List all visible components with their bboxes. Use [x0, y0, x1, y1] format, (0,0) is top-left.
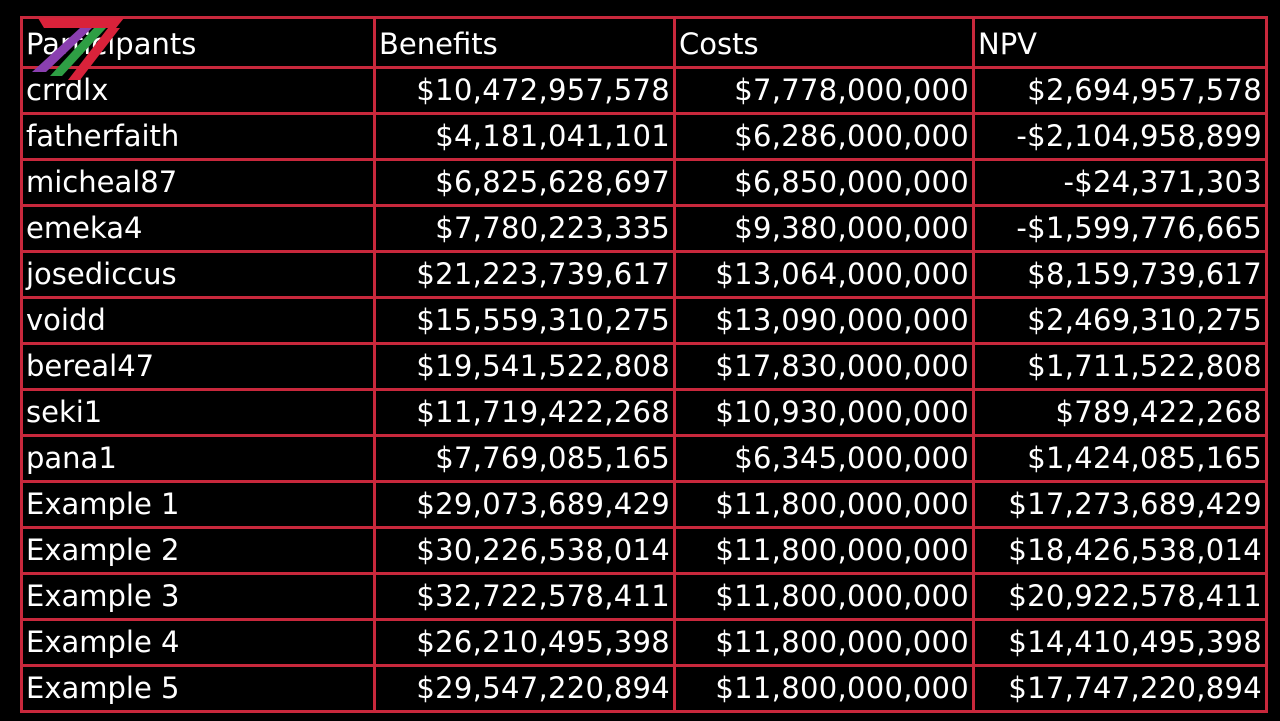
table-row: crrdlx $10,472,957,578 $7,778,000,000 $2,69…: [20, 66, 1268, 115]
costs-cell: $17,830,000,000: [673, 342, 975, 391]
seven-logo-icon: [32, 18, 124, 80]
costs-cell: $9,380,000,000: [673, 204, 975, 253]
logo-green-diagonal: [50, 28, 106, 76]
header-row: Participants Benefits Costs NPV: [20, 16, 1268, 69]
participant-cell: fatherfaith: [20, 112, 376, 161]
header-benefits: Benefits: [373, 16, 676, 69]
npv-results-table: Participants Benefits Costs NPV crrdlx $1…: [20, 16, 1268, 713]
participant-cell: Example 3: [20, 572, 376, 621]
table-row: emeka4 $7,780,223,335 $9,380,000,000 -$1,59…: [20, 204, 1268, 253]
participant-cell: Example 4: [20, 618, 376, 667]
benefits-cell: $7,780,223,335: [373, 204, 676, 253]
npv-cell: $1,711,522,808: [972, 342, 1268, 391]
table-row: Example 1 $29,073,689,429 $11,800,000,000 $…: [20, 480, 1268, 529]
benefits-cell: $6,825,628,697: [373, 158, 676, 207]
benefits-cell: $26,210,495,398: [373, 618, 676, 667]
table-row: micheal87 $6,825,628,697 $6,850,000,000 -$2…: [20, 158, 1268, 207]
table-row: Example 3 $32,722,578,411 $11,800,000,000 $…: [20, 572, 1268, 621]
benefits-cell: $19,541,522,808: [373, 342, 676, 391]
participant-cell: Example 1: [20, 480, 376, 529]
npv-cell: $2,694,957,578: [972, 66, 1268, 115]
participant-cell: pana1: [20, 434, 376, 483]
participant-cell: seki1: [20, 388, 376, 437]
table-body: crrdlx $10,472,957,578 $7,778,000,000 $2,69…: [20, 66, 1268, 713]
table-row: josediccus $21,223,739,617 $13,064,000,000…: [20, 250, 1268, 299]
participant-cell: bereal47: [20, 342, 376, 391]
header-costs: Costs: [673, 16, 975, 69]
participant-cell: emeka4: [20, 204, 376, 253]
logo-top-stroke: [38, 18, 124, 28]
npv-cell: -$1,599,776,665: [972, 204, 1268, 253]
benefits-cell: $10,472,957,578: [373, 66, 676, 115]
table-row: Example 2 $30,226,538,014 $11,800,000,000 $…: [20, 526, 1268, 575]
participant-cell: Example 2: [20, 526, 376, 575]
costs-cell: $11,800,000,000: [673, 526, 975, 575]
participant-cell: voidd: [20, 296, 376, 345]
npv-cell: $1,424,085,165: [972, 434, 1268, 483]
npv-cell: $18,426,538,014: [972, 526, 1268, 575]
benefits-cell: $32,722,578,411: [373, 572, 676, 621]
npv-cell: $20,922,578,411: [972, 572, 1268, 621]
table-row: pana1 $7,769,085,165 $6,345,000,000 $1,424,…: [20, 434, 1268, 483]
costs-cell: $10,930,000,000: [673, 388, 975, 437]
npv-cell: -$2,104,958,899: [972, 112, 1268, 161]
benefits-cell: $29,073,689,429: [373, 480, 676, 529]
logo-purple-diagonal: [32, 28, 92, 72]
npv-cell: $17,747,220,894: [972, 664, 1268, 713]
table-row: Example 4 $26,210,495,398 $11,800,000,000 $…: [20, 618, 1268, 667]
table-row: Example 5 $29,547,220,894 $11,800,000,000 $…: [20, 664, 1268, 713]
logo-red-diagonal: [68, 28, 120, 80]
table-row: voidd $15,559,310,275 $13,090,000,000 $2,46…: [20, 296, 1268, 345]
participant-cell: micheal87: [20, 158, 376, 207]
costs-cell: $6,345,000,000: [673, 434, 975, 483]
npv-cell: $8,159,739,617: [972, 250, 1268, 299]
participant-cell: josediccus: [20, 250, 376, 299]
costs-cell: $7,778,000,000: [673, 66, 975, 115]
benefits-cell: $11,719,422,268: [373, 388, 676, 437]
benefits-cell: $29,547,220,894: [373, 664, 676, 713]
npv-cell: -$24,371,303: [972, 158, 1268, 207]
benefits-cell: $15,559,310,275: [373, 296, 676, 345]
costs-cell: $6,286,000,000: [673, 112, 975, 161]
benefits-cell: $7,769,085,165: [373, 434, 676, 483]
benefits-cell: $21,223,739,617: [373, 250, 676, 299]
benefits-cell: $30,226,538,014: [373, 526, 676, 575]
npv-cell: $789,422,268: [972, 388, 1268, 437]
benefits-cell: $4,181,041,101: [373, 112, 676, 161]
costs-cell: $11,800,000,000: [673, 664, 975, 713]
header-npv: NPV: [972, 16, 1268, 69]
costs-cell: $11,800,000,000: [673, 618, 975, 667]
npv-cell: $14,410,495,398: [972, 618, 1268, 667]
costs-cell: $13,064,000,000: [673, 250, 975, 299]
npv-cell: $2,469,310,275: [972, 296, 1268, 345]
table-row: fatherfaith $4,181,041,101 $6,286,000,000-…: [20, 112, 1268, 161]
costs-cell: $6,850,000,000: [673, 158, 975, 207]
costs-cell: $11,800,000,000: [673, 572, 975, 621]
participant-cell: Example 5: [20, 664, 376, 713]
npv-cell: $17,273,689,429: [972, 480, 1268, 529]
table-row: seki1 $11,719,422,268 $10,930,000,000 $789,…: [20, 388, 1268, 437]
costs-cell: $13,090,000,000: [673, 296, 975, 345]
table-row: bereal47 $19,541,522,808 $17,830,000,000 $1…: [20, 342, 1268, 391]
costs-cell: $11,800,000,000: [673, 480, 975, 529]
